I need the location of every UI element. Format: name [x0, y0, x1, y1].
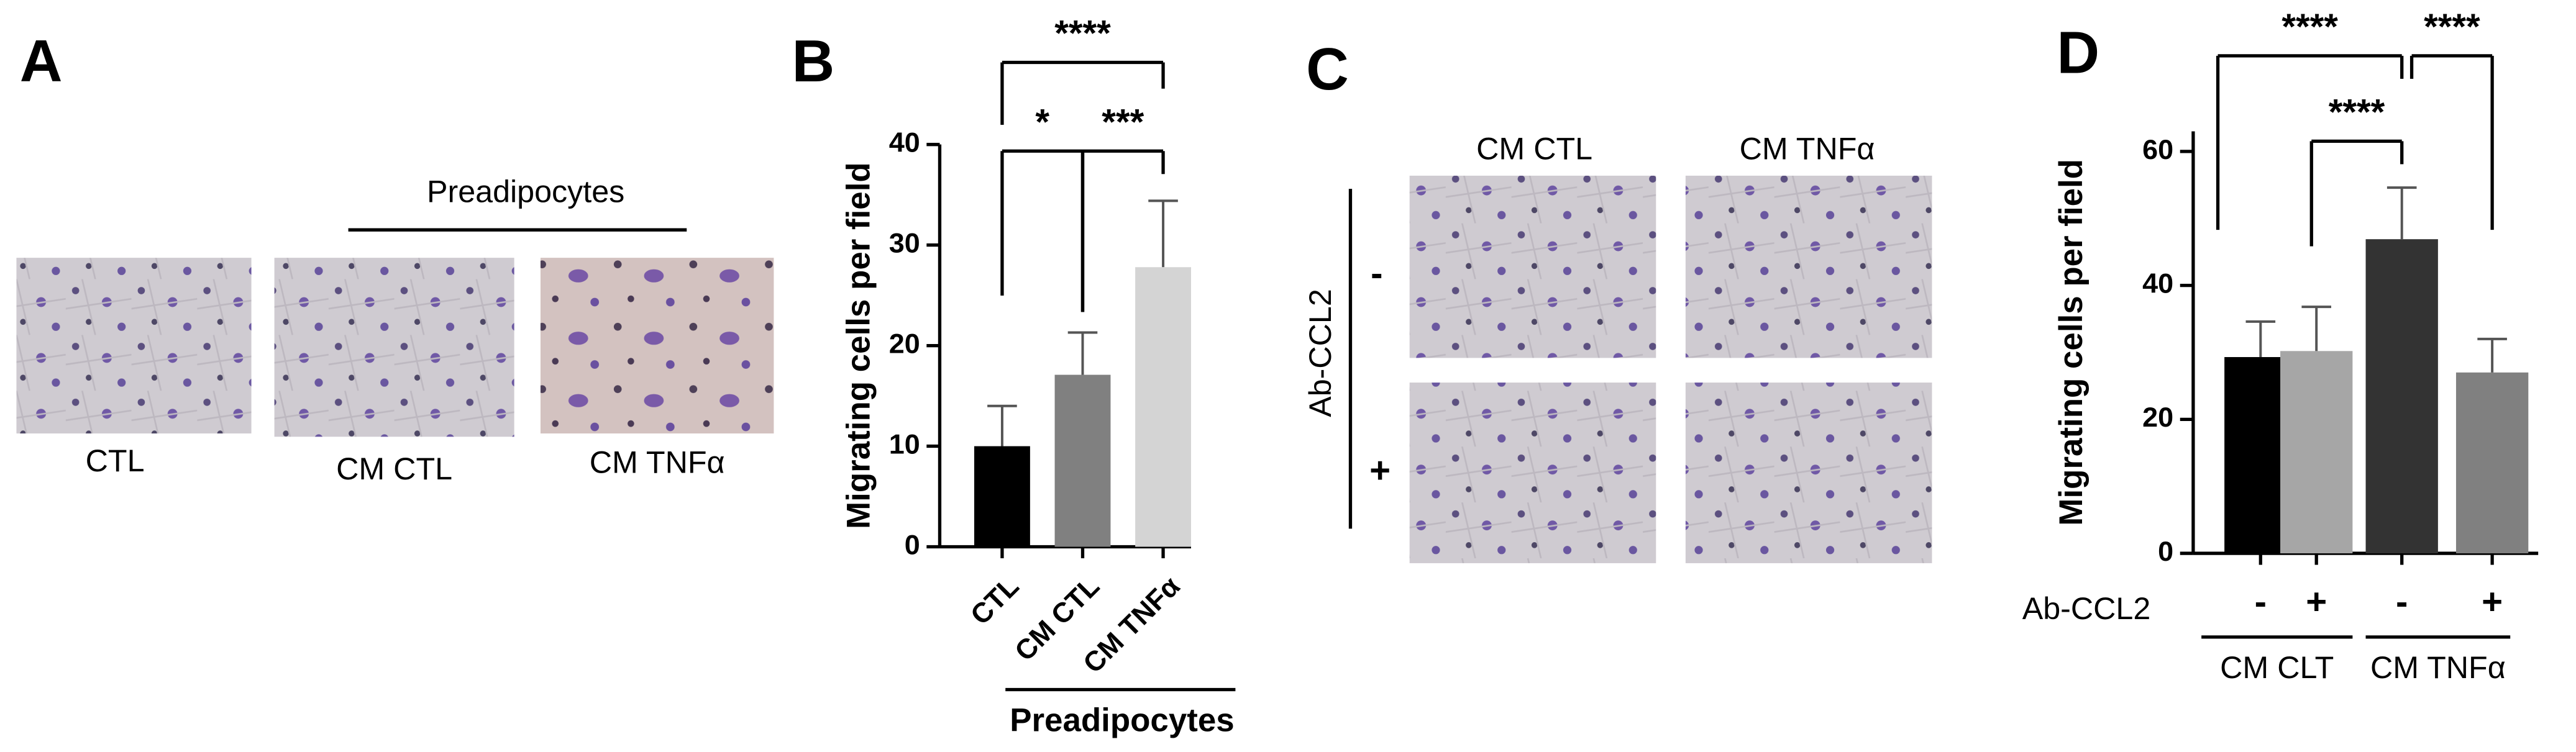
bar — [2365, 239, 2438, 554]
y-tick-label: 40 — [889, 127, 920, 158]
x-tick-label: - — [2255, 581, 2267, 622]
micrograph — [1409, 383, 1656, 563]
y-tick-label: 10 — [889, 428, 920, 460]
y-axis-title: Migrating cells per field — [2053, 159, 2090, 526]
caption: CM CTL — [336, 451, 452, 486]
micrograph — [16, 258, 252, 434]
micrograph — [274, 258, 514, 437]
y-tick-label: 30 — [889, 227, 920, 259]
bar — [1135, 267, 1191, 547]
significance-label: **** — [2329, 92, 2385, 132]
y-tick-label: 20 — [889, 327, 920, 359]
row-label: + — [1369, 450, 1391, 491]
column-label: CM CTL — [1476, 132, 1592, 166]
panel-label: C — [1306, 37, 1349, 102]
bar — [2455, 372, 2529, 554]
column-label: CM TNFα — [1740, 132, 1875, 166]
panel-label: A — [20, 29, 63, 94]
y-tick-label: 0 — [2158, 535, 2173, 567]
x-tick-label: CTL — [964, 570, 1025, 631]
significance-label: **** — [2281, 7, 2338, 47]
caption: CM TNFα — [590, 445, 725, 480]
bar — [2280, 351, 2353, 554]
y-tick-label: 40 — [2142, 267, 2173, 299]
row-title: Ab-CCL2 — [1303, 289, 1338, 417]
row-label: - — [1371, 253, 1382, 294]
group-label: CM TNFα — [2370, 650, 2506, 685]
group-label: CM CLT — [2220, 650, 2334, 685]
y-tick-label: 20 — [2142, 401, 2173, 433]
micrograph — [1685, 383, 1932, 563]
micrograph — [1409, 175, 1656, 358]
significance-label: **** — [2424, 7, 2480, 47]
group-label: Preadipocytes — [427, 174, 624, 209]
row-title: Ab-CCL2 — [2022, 591, 2151, 626]
y-axis-title: Migrating cells per field — [841, 162, 877, 529]
micrograph — [1685, 175, 1932, 358]
significance-label: *** — [1102, 102, 1144, 142]
x-tick-label: - — [2396, 581, 2408, 622]
y-tick-label: 0 — [905, 528, 920, 560]
caption: CTL — [86, 443, 145, 478]
bar — [974, 446, 1030, 547]
panel-label: B — [792, 29, 834, 94]
panel-label: D — [2057, 20, 2099, 86]
significance-label: **** — [1054, 14, 1111, 54]
y-tick-label: 60 — [2142, 134, 2173, 165]
x-tick-label: + — [2306, 581, 2327, 622]
bar — [1054, 374, 1111, 547]
micrograph — [540, 258, 774, 434]
significance-label: * — [1035, 102, 1049, 142]
x-tick-label: + — [2482, 581, 2503, 622]
group-label: Preadipocytes — [1010, 702, 1234, 738]
